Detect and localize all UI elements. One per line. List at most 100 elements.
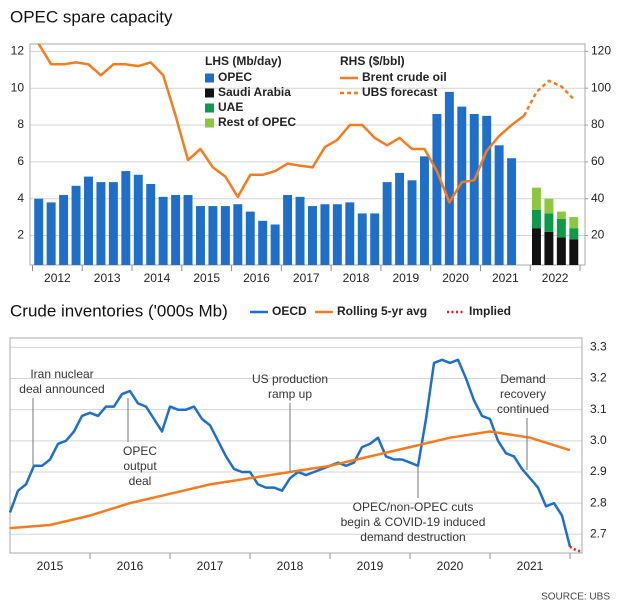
y2-tick-label: 20 xyxy=(591,228,605,242)
line-series xyxy=(569,545,581,553)
legend-label: Rolling 5-yr avg xyxy=(337,304,427,318)
y-tick-label: 3.0 xyxy=(590,433,607,447)
y-tick-label: 2.8 xyxy=(590,495,607,509)
x-tick-label: 2017 xyxy=(293,271,320,285)
y-tick-label: 8 xyxy=(17,117,24,131)
bar xyxy=(84,176,93,265)
bar xyxy=(531,209,541,229)
bar xyxy=(395,172,405,265)
line-series xyxy=(522,79,575,117)
bar xyxy=(432,113,442,265)
bar xyxy=(171,195,181,265)
x-tick-label: 2016 xyxy=(243,271,270,285)
annotation: US production xyxy=(252,372,328,386)
y2-tick-label: 100 xyxy=(591,80,611,94)
bar xyxy=(419,156,429,265)
bar xyxy=(320,204,330,265)
bar xyxy=(556,237,566,265)
bar xyxy=(569,217,579,229)
bar xyxy=(382,182,392,265)
y-tick-label: 2.7 xyxy=(590,526,607,540)
y2-tick-label: 120 xyxy=(591,44,611,58)
line-series xyxy=(37,43,525,204)
legend-label: UBS forecast xyxy=(362,85,437,99)
annotation: deal xyxy=(129,474,152,488)
legend-label: Saudi Arabia xyxy=(218,85,291,99)
x-tick-label: 2020 xyxy=(442,271,469,285)
bar xyxy=(245,211,255,265)
y-tick-label: 2.9 xyxy=(590,464,607,478)
bar xyxy=(270,224,280,265)
x-tick-label: 2021 xyxy=(517,559,544,573)
bar xyxy=(158,196,168,265)
legend-swatch xyxy=(205,73,214,83)
bar xyxy=(71,185,81,265)
bar xyxy=(307,206,317,265)
bar xyxy=(569,228,579,240)
x-tick-label: 2019 xyxy=(392,271,419,285)
chart-title: Crude inventories ('000s Mb) xyxy=(10,301,228,320)
legend-swatch xyxy=(205,88,214,98)
bar xyxy=(457,106,467,265)
legend-label: Rest of OPEC xyxy=(218,115,296,129)
annotation: OPEC/non-OPEC cuts xyxy=(353,500,474,514)
x-tick-label: 2015 xyxy=(193,271,220,285)
bar xyxy=(220,206,230,265)
x-tick-label: 2016 xyxy=(117,559,144,573)
annotation: begin & COVID-19 induced xyxy=(341,515,486,529)
x-tick-label: 2019 xyxy=(357,559,384,573)
bar xyxy=(544,198,554,214)
bar xyxy=(96,182,106,265)
x-tick-label: 2018 xyxy=(343,271,370,285)
y2-tick-label: 60 xyxy=(591,154,605,168)
legend-label: OECD xyxy=(272,304,307,318)
y-tick-label: 4 xyxy=(17,191,24,205)
bar xyxy=(357,213,367,265)
bar xyxy=(208,206,218,265)
bar xyxy=(46,202,56,265)
annotation: OPEC xyxy=(123,444,157,458)
bar xyxy=(544,213,554,232)
annotation: recovery xyxy=(500,387,546,401)
bar xyxy=(108,182,118,265)
annotation: Demand xyxy=(500,372,545,386)
bar xyxy=(283,195,293,265)
legend-title: LHS (Mb/day) xyxy=(205,54,282,68)
y-tick-label: 6 xyxy=(17,154,24,168)
source: SOURCE: UBS xyxy=(541,592,610,603)
bar xyxy=(531,228,541,265)
legend-swatch xyxy=(205,103,214,113)
bar xyxy=(494,145,504,265)
x-tick-label: 2021 xyxy=(492,271,519,285)
bar xyxy=(444,91,454,265)
plot-frame xyxy=(9,337,583,554)
annotation: Iran nuclear xyxy=(30,367,93,381)
bar xyxy=(258,220,268,265)
annotation: output xyxy=(123,459,157,473)
plot-frame xyxy=(29,43,586,266)
y-tick-label: 2 xyxy=(17,228,24,242)
bar xyxy=(556,218,566,238)
x-tick-label: 2022 xyxy=(542,271,569,285)
y-tick-label: 12 xyxy=(11,44,25,58)
legend-label: Implied xyxy=(469,304,511,318)
bar xyxy=(295,196,305,265)
legend-label: OPEC xyxy=(218,70,252,84)
bar xyxy=(507,158,517,265)
bar xyxy=(196,206,205,265)
bar xyxy=(370,213,380,265)
x-tick-label: 2018 xyxy=(277,559,304,573)
bar xyxy=(407,180,417,265)
legend-swatch xyxy=(205,118,214,128)
x-tick-label: 2013 xyxy=(94,271,121,285)
bar xyxy=(133,174,143,265)
legend-label: UAE xyxy=(218,100,243,114)
annotation: ramp up xyxy=(268,387,312,401)
bar xyxy=(146,183,156,265)
annotation: deal announced xyxy=(19,382,104,396)
y2-tick-label: 40 xyxy=(591,191,605,205)
y-tick-label: 3.3 xyxy=(590,340,607,354)
bar xyxy=(531,187,541,210)
x-tick-label: 2012 xyxy=(44,271,71,285)
